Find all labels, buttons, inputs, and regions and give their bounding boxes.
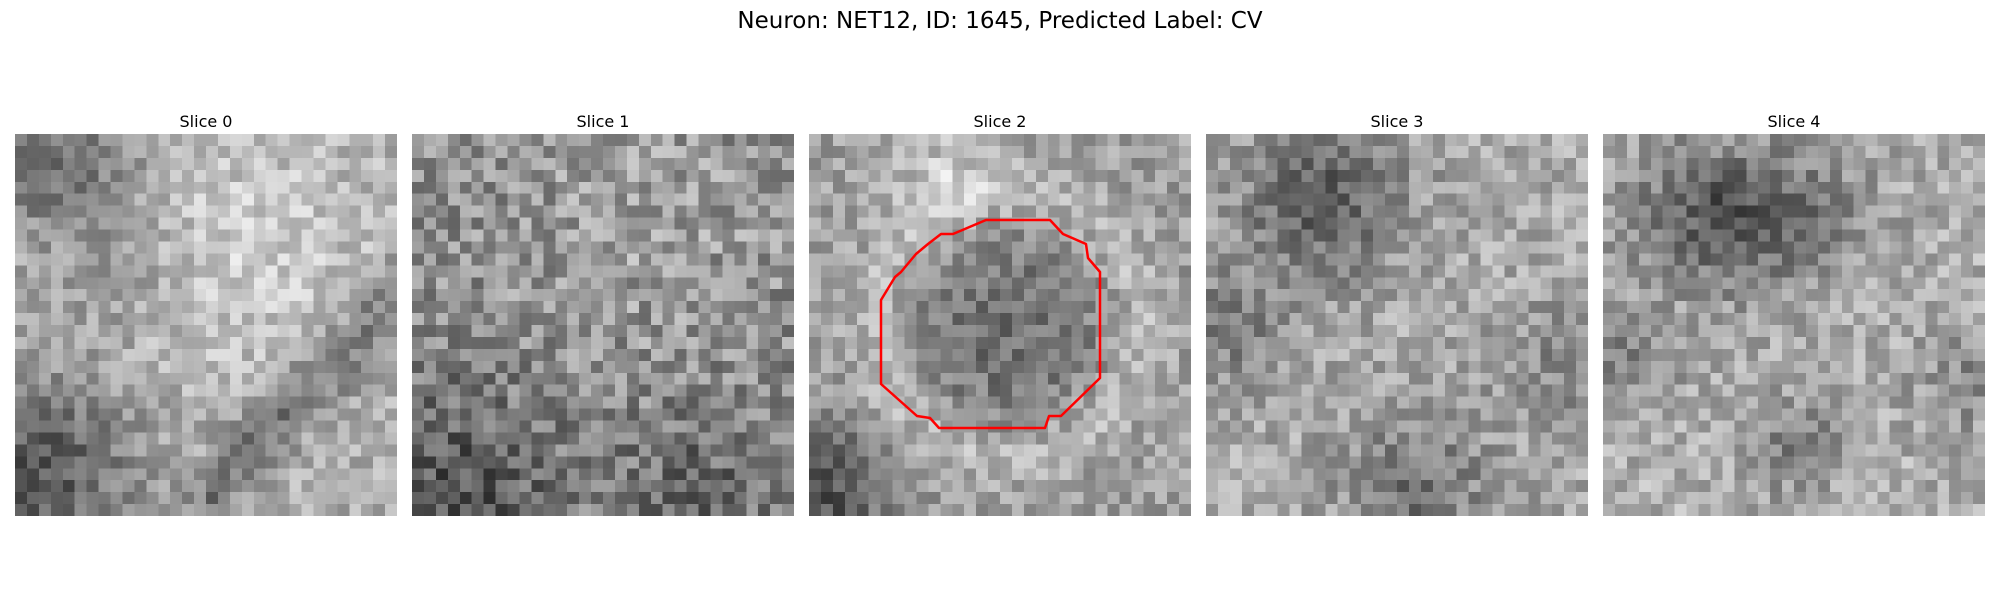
slice-title-2: Slice 2 bbox=[973, 112, 1027, 131]
slice-image-2 bbox=[809, 134, 1191, 516]
slice-image-4 bbox=[1603, 134, 1985, 516]
slice-title-1: Slice 1 bbox=[576, 112, 630, 131]
slice-title-4: Slice 4 bbox=[1767, 112, 1821, 131]
slice-panel-3: Slice 3 bbox=[1206, 110, 1588, 516]
slice-panel-2: Slice 2 bbox=[809, 110, 1191, 516]
slice-panel-1: Slice 1 bbox=[412, 110, 794, 516]
slice-title-3: Slice 3 bbox=[1370, 112, 1424, 131]
roi-outline bbox=[879, 218, 1102, 430]
slice-image-3 bbox=[1206, 134, 1588, 516]
roi-polygon bbox=[879, 218, 1102, 430]
slice-image-0 bbox=[15, 134, 397, 516]
slice-panel-0: Slice 0 bbox=[15, 110, 397, 516]
slice-panel-4: Slice 4 bbox=[1603, 110, 1985, 516]
slice-title-0: Slice 0 bbox=[179, 112, 233, 131]
figure-title: Neuron: NET12, ID: 1645, Predicted Label… bbox=[737, 8, 1263, 34]
slice-image-1 bbox=[412, 134, 794, 516]
